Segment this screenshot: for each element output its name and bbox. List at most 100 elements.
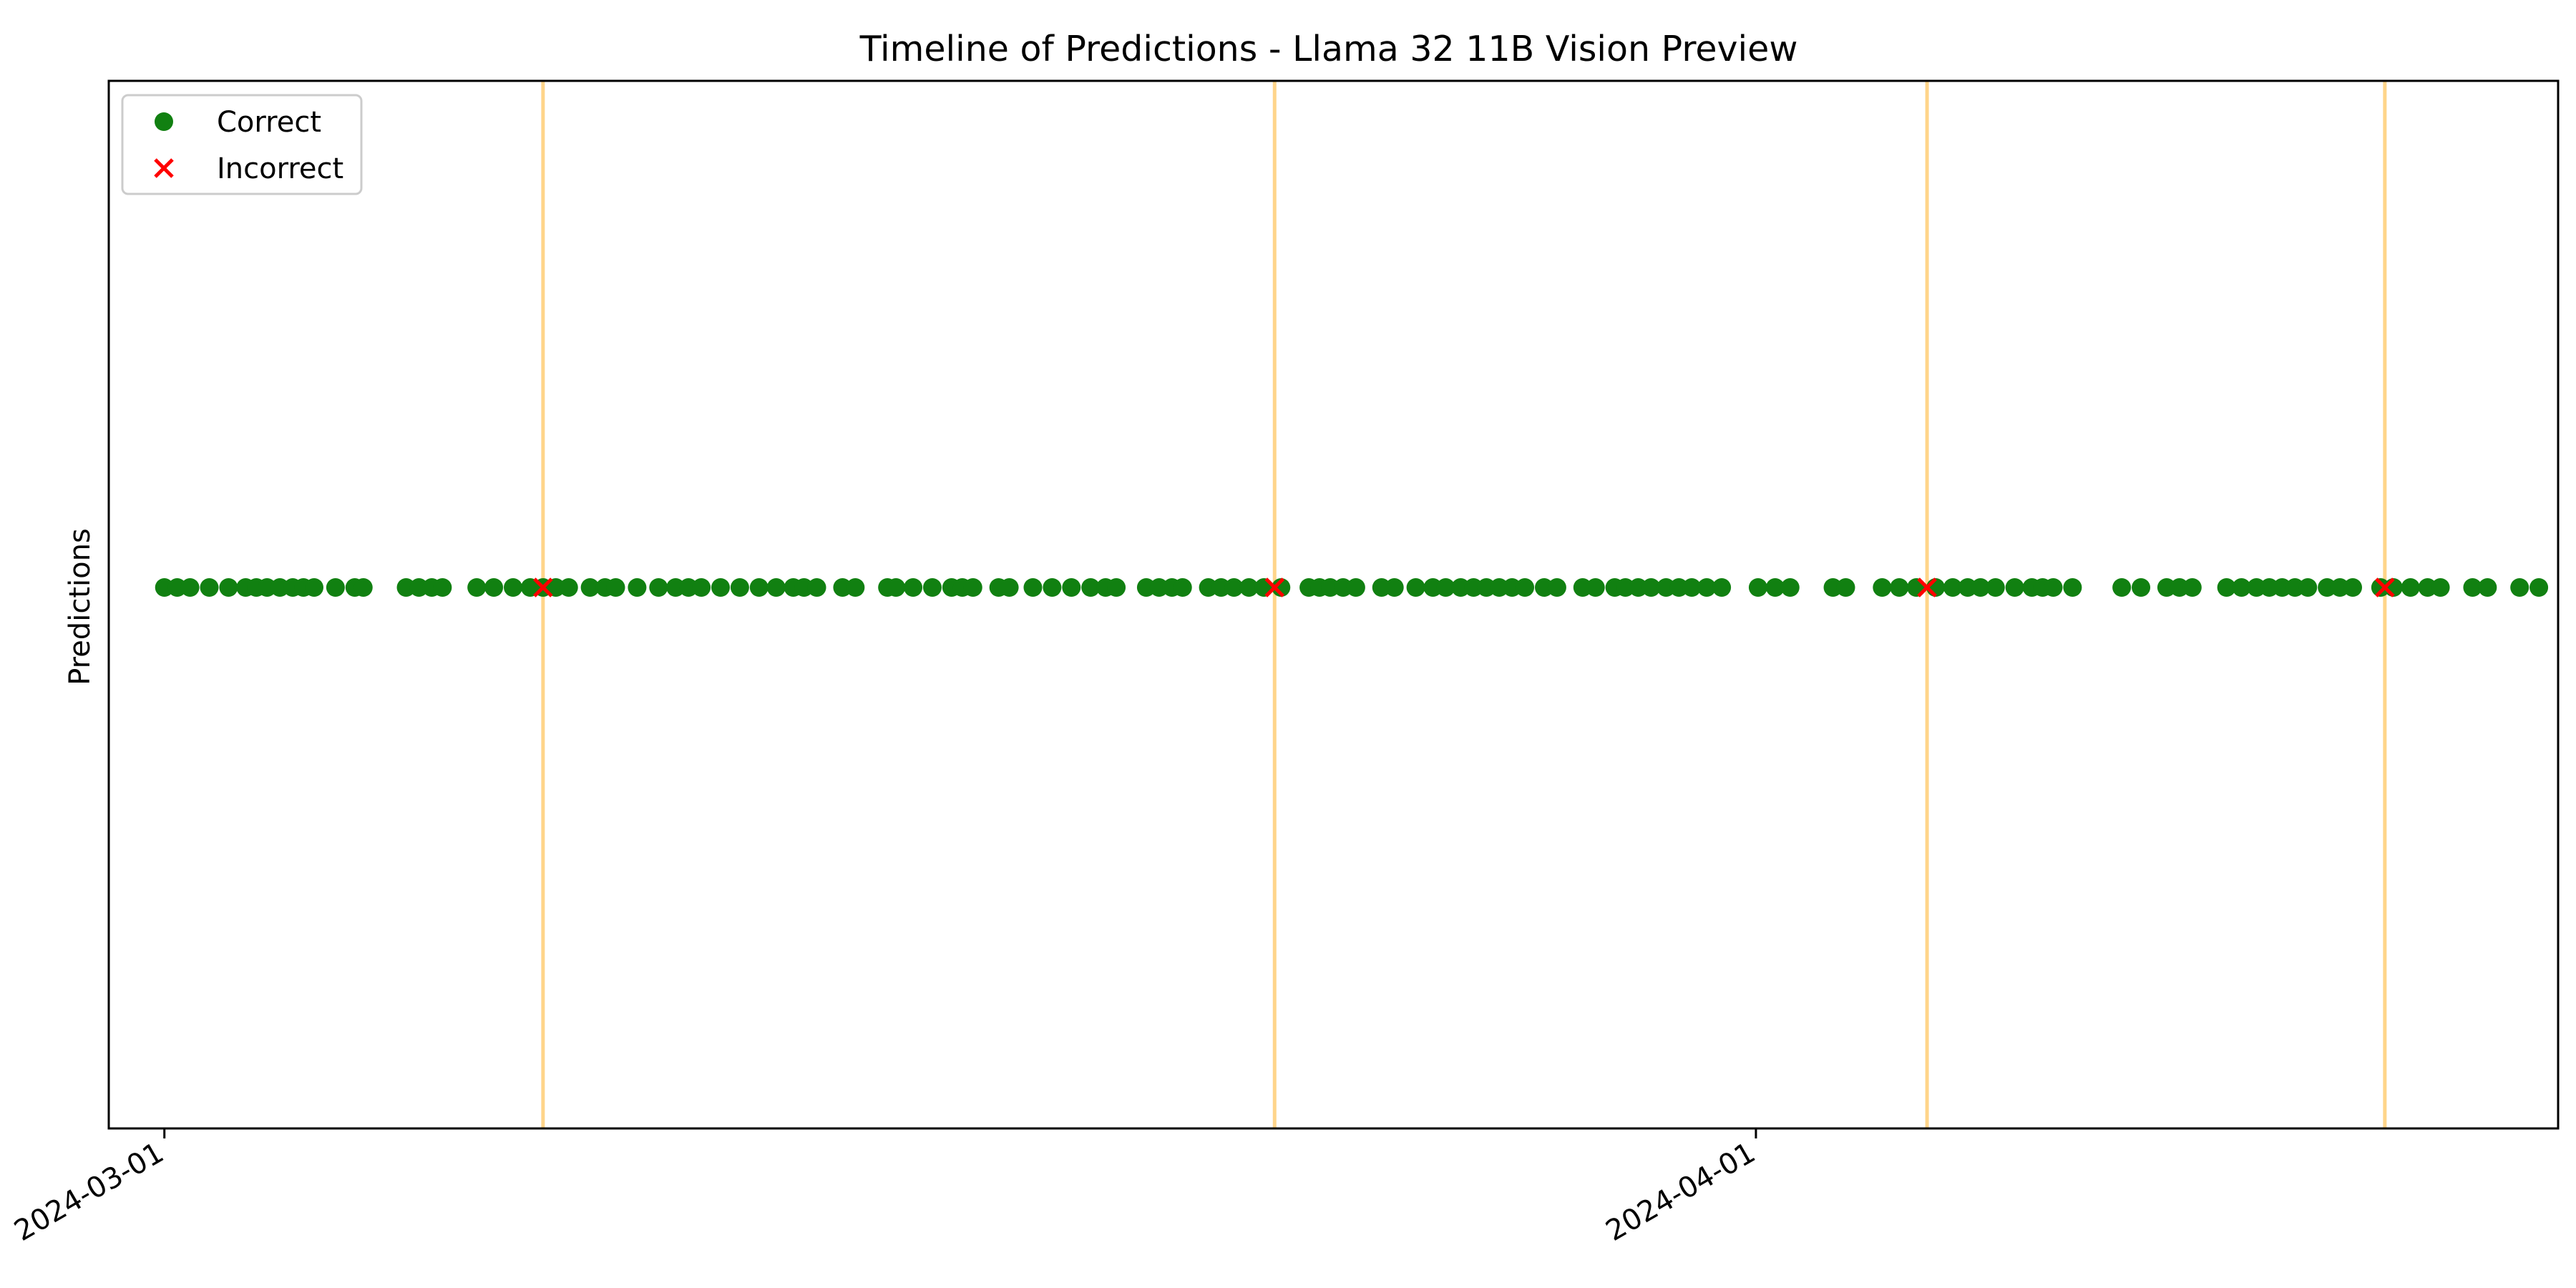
correct-point — [155, 578, 174, 597]
correct-point — [2132, 578, 2151, 597]
chart-title: Timeline of Predictions - Llama 32 11B V… — [859, 29, 1798, 69]
correct-point — [2260, 578, 2279, 597]
correct-point — [1000, 578, 1019, 597]
correct-point — [1669, 578, 1689, 597]
plot-frame — [107, 79, 2560, 1130]
correct-point — [1534, 578, 1553, 597]
correct-point — [2005, 578, 2024, 597]
legend-label: Incorrect — [217, 152, 343, 185]
data-points — [155, 577, 2549, 597]
y-axis-label: Predictions — [64, 528, 97, 686]
correct-point — [200, 578, 219, 597]
incorrect-point — [1264, 577, 1285, 597]
correct-point — [1199, 578, 1218, 597]
correct-point — [1586, 578, 1605, 597]
correct-point — [433, 578, 452, 597]
correct-point — [679, 578, 698, 597]
correct-point — [1943, 578, 1962, 597]
correct-point — [1451, 578, 1470, 597]
correct-point — [1780, 578, 1800, 597]
correct-point — [1516, 578, 1535, 597]
correct-point — [1346, 578, 1365, 597]
correct-point — [1836, 578, 1855, 597]
correct-point — [2478, 578, 2497, 597]
correct-point — [1748, 578, 1767, 597]
correct-point — [1081, 578, 1101, 597]
correct-point — [1547, 578, 1566, 597]
correct-point — [1629, 578, 1648, 597]
correct-point — [1682, 578, 1702, 597]
correct-point — [180, 578, 200, 597]
correct-point — [2247, 578, 2266, 597]
correct-point — [504, 578, 523, 597]
correct-point — [396, 578, 416, 597]
correct-point — [1641, 578, 1661, 597]
correct-point — [1406, 578, 1425, 597]
correct-point — [1423, 578, 1443, 597]
correct-point — [2298, 578, 2318, 597]
correct-point — [807, 578, 826, 597]
correct-point — [1272, 578, 1291, 597]
correct-point — [167, 578, 187, 597]
correct-point — [2431, 578, 2450, 597]
correct-point — [1023, 578, 1043, 597]
incorrect-point — [1917, 577, 1937, 597]
correct-point — [2331, 578, 2350, 597]
correct-point — [1333, 578, 1352, 597]
correct-point — [2063, 578, 2082, 597]
correct-point — [2401, 578, 2420, 597]
correct-point — [1958, 578, 1977, 597]
correct-point — [2318, 578, 2337, 597]
correct-point — [326, 578, 345, 597]
correct-point — [1043, 578, 1062, 597]
correct-point — [270, 578, 290, 597]
correct-point — [1712, 578, 1732, 597]
correct-point — [2157, 578, 2176, 597]
correct-point — [846, 578, 865, 597]
correct-point — [766, 578, 786, 597]
correct-point — [2529, 578, 2549, 597]
correct-point — [1765, 578, 1785, 597]
correct-point — [749, 578, 769, 597]
correct-point — [2285, 578, 2305, 597]
correct-point — [1385, 578, 1404, 597]
correct-point — [2217, 578, 2236, 597]
correct-point — [2418, 578, 2437, 597]
correct-point — [692, 578, 711, 597]
correct-point — [2371, 578, 2390, 597]
correct-point — [606, 578, 625, 597]
correct-point — [922, 578, 942, 597]
correct-point — [1239, 578, 1259, 597]
correct-point — [484, 578, 504, 597]
correct-point — [2112, 578, 2132, 597]
correct-point — [2182, 578, 2202, 597]
correct-point — [1477, 578, 1496, 597]
correct-point — [2044, 578, 2063, 597]
correct-point — [1971, 578, 1990, 597]
correct-point — [409, 578, 429, 597]
correct-point — [2343, 578, 2363, 597]
correct-point — [520, 578, 540, 597]
incorrect-point — [2375, 577, 2395, 597]
legend-box — [121, 94, 363, 195]
correct-point — [649, 578, 668, 597]
correct-point — [904, 578, 923, 597]
correct-point — [2232, 578, 2251, 597]
correct-point — [2170, 578, 2189, 597]
correct-point — [1107, 578, 1126, 597]
correct-point — [559, 578, 578, 597]
incorrect-point — [533, 577, 553, 597]
correct-point — [1149, 578, 1169, 597]
correct-point — [1616, 578, 1635, 597]
correct-point — [1173, 578, 1192, 597]
highlight-lines — [541, 81, 2387, 1128]
correct-point — [1873, 578, 1892, 597]
legend-marker-incorrect — [154, 158, 174, 178]
correct-point — [1490, 578, 1509, 597]
correct-point — [1823, 578, 1843, 597]
correct-point — [2510, 578, 2529, 597]
correct-point — [628, 578, 647, 597]
